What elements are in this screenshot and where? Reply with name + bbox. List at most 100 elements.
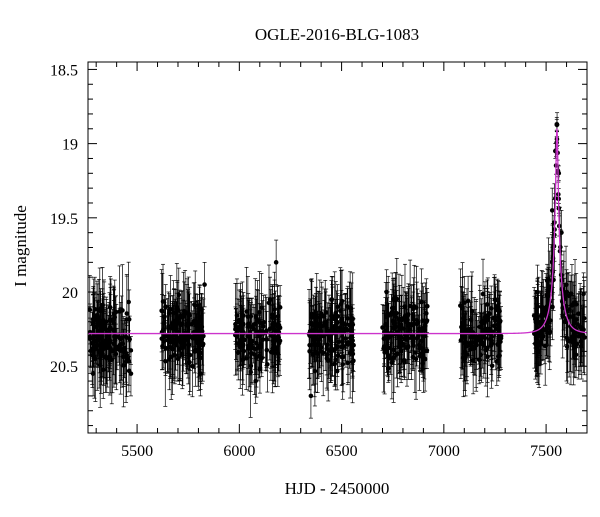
data-point	[107, 317, 113, 323]
data-point	[308, 320, 314, 326]
data-point	[420, 318, 425, 323]
data-point	[168, 340, 174, 345]
data-point	[311, 333, 316, 338]
data-point	[128, 348, 134, 353]
data-point	[411, 343, 416, 348]
data-point	[476, 357, 482, 363]
data-point	[104, 333, 110, 339]
data-point	[538, 331, 544, 336]
data-point	[327, 336, 333, 342]
data-point	[417, 345, 423, 351]
data-point	[463, 328, 469, 333]
data-point	[319, 311, 325, 317]
data-point	[393, 324, 398, 329]
data-point	[257, 329, 263, 334]
data-point	[277, 325, 283, 330]
data-point	[403, 313, 409, 318]
data-point	[253, 378, 258, 384]
data-point	[531, 313, 537, 318]
data-point	[325, 358, 331, 363]
data-point	[264, 337, 269, 342]
data-point	[240, 342, 246, 348]
data-point	[472, 340, 478, 345]
data-point	[107, 339, 113, 345]
data-point	[175, 356, 181, 362]
y-tick-label: 18.5	[50, 62, 78, 79]
data-point	[350, 316, 356, 322]
data-point	[546, 293, 551, 298]
data-point	[114, 344, 119, 350]
data-point	[413, 356, 419, 362]
data-point	[95, 323, 101, 328]
data-point	[173, 327, 179, 333]
data-point	[350, 347, 355, 353]
data-point	[201, 333, 206, 339]
data-point	[319, 345, 324, 350]
data-point	[563, 282, 569, 288]
data-point	[344, 304, 350, 309]
data-point	[343, 322, 348, 327]
x-tick-label: 6500	[326, 443, 358, 460]
data-point	[546, 276, 551, 282]
data-point	[391, 305, 397, 311]
data-point	[179, 321, 184, 327]
data-point	[345, 327, 351, 333]
data-point	[384, 289, 389, 295]
data-point	[581, 315, 587, 321]
data-point	[399, 348, 404, 354]
data-point	[339, 321, 345, 326]
data-point	[307, 333, 312, 338]
data-point	[419, 338, 425, 344]
data-point	[128, 371, 134, 376]
data-point	[260, 337, 266, 343]
data-point	[396, 344, 402, 350]
data-point	[111, 316, 117, 322]
data-point	[96, 319, 102, 325]
data-point	[337, 328, 343, 334]
data-point	[168, 334, 173, 339]
data-point	[100, 367, 106, 373]
data-point	[97, 355, 103, 361]
data-point	[463, 339, 469, 345]
data-point	[332, 361, 338, 367]
data-point	[410, 339, 416, 345]
data-point	[267, 297, 273, 302]
data-point	[265, 362, 270, 367]
data-point	[93, 338, 99, 344]
data-point	[397, 323, 403, 329]
data-point	[110, 348, 115, 354]
data-point	[103, 343, 109, 349]
data-point	[160, 299, 166, 304]
data-point	[271, 350, 277, 355]
data-point	[345, 342, 351, 347]
data-point	[381, 336, 387, 341]
data-point	[257, 310, 262, 315]
data-point	[424, 348, 430, 353]
data-point	[198, 371, 203, 376]
data-point	[272, 307, 277, 312]
data-point	[120, 341, 125, 346]
data-point	[580, 326, 586, 332]
data-point	[112, 334, 117, 339]
data-point	[97, 308, 103, 314]
data-point	[384, 328, 389, 333]
data-point	[339, 344, 345, 350]
data-point	[479, 340, 484, 346]
data-point	[539, 304, 545, 310]
data-point	[546, 319, 552, 324]
data-point	[338, 308, 343, 314]
data-point	[564, 344, 570, 350]
data-point	[307, 328, 313, 334]
data-point	[253, 314, 259, 320]
data-point	[112, 337, 118, 343]
data-point	[571, 338, 576, 343]
data-point	[567, 314, 572, 320]
data-point	[461, 300, 467, 305]
data-point	[539, 312, 544, 318]
data-point	[322, 320, 327, 325]
data-point	[407, 303, 413, 309]
data-point	[99, 323, 104, 329]
data-point	[479, 334, 485, 339]
data-point	[309, 315, 314, 320]
data-point	[391, 347, 397, 353]
